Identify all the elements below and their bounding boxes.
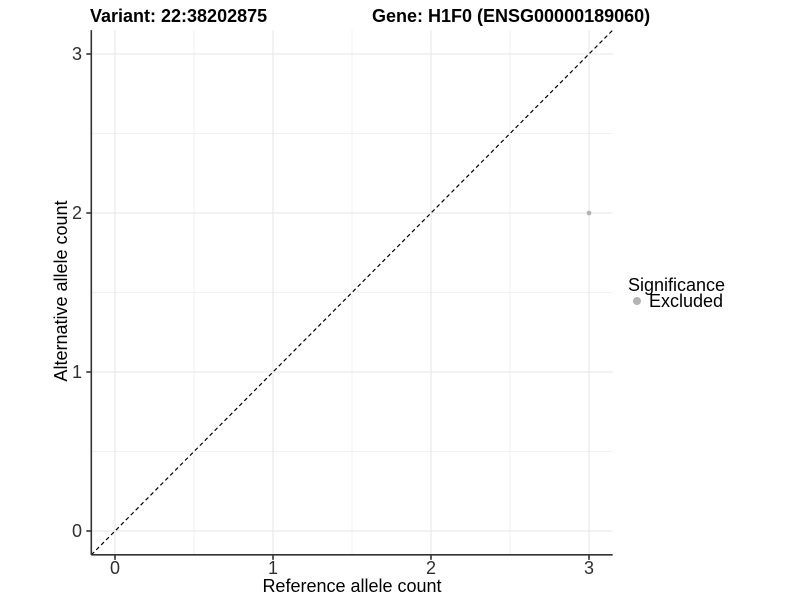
x-axis-title: Reference allele count	[262, 576, 442, 596]
x-tick-label-0: 0	[109, 558, 120, 578]
identity-dashed-line	[90, 29, 614, 556]
y-tick-label-0: 0	[71, 521, 82, 541]
y-axis-title: Alternative allele count	[51, 200, 71, 382]
data-point	[586, 210, 592, 216]
y-tick-label-3: 3	[71, 44, 82, 64]
x-tick-label-3: 3	[583, 558, 594, 578]
y-tick-label-2: 2	[71, 203, 82, 223]
legend-item-excluded-label: Excluded	[649, 291, 724, 311]
y-tick-label-1: 1	[71, 362, 82, 382]
plot-title-variant: Variant: 22:38202875	[90, 6, 268, 26]
legend-excluded-swatch-icon	[633, 297, 641, 305]
x-tick-label-1: 1	[267, 558, 278, 578]
legend-title: Significance	[628, 275, 726, 295]
plot-title-gene: Gene: H1F0 (ENSG00000189060)	[372, 6, 651, 26]
x-tick-label-2: 2	[425, 558, 436, 578]
